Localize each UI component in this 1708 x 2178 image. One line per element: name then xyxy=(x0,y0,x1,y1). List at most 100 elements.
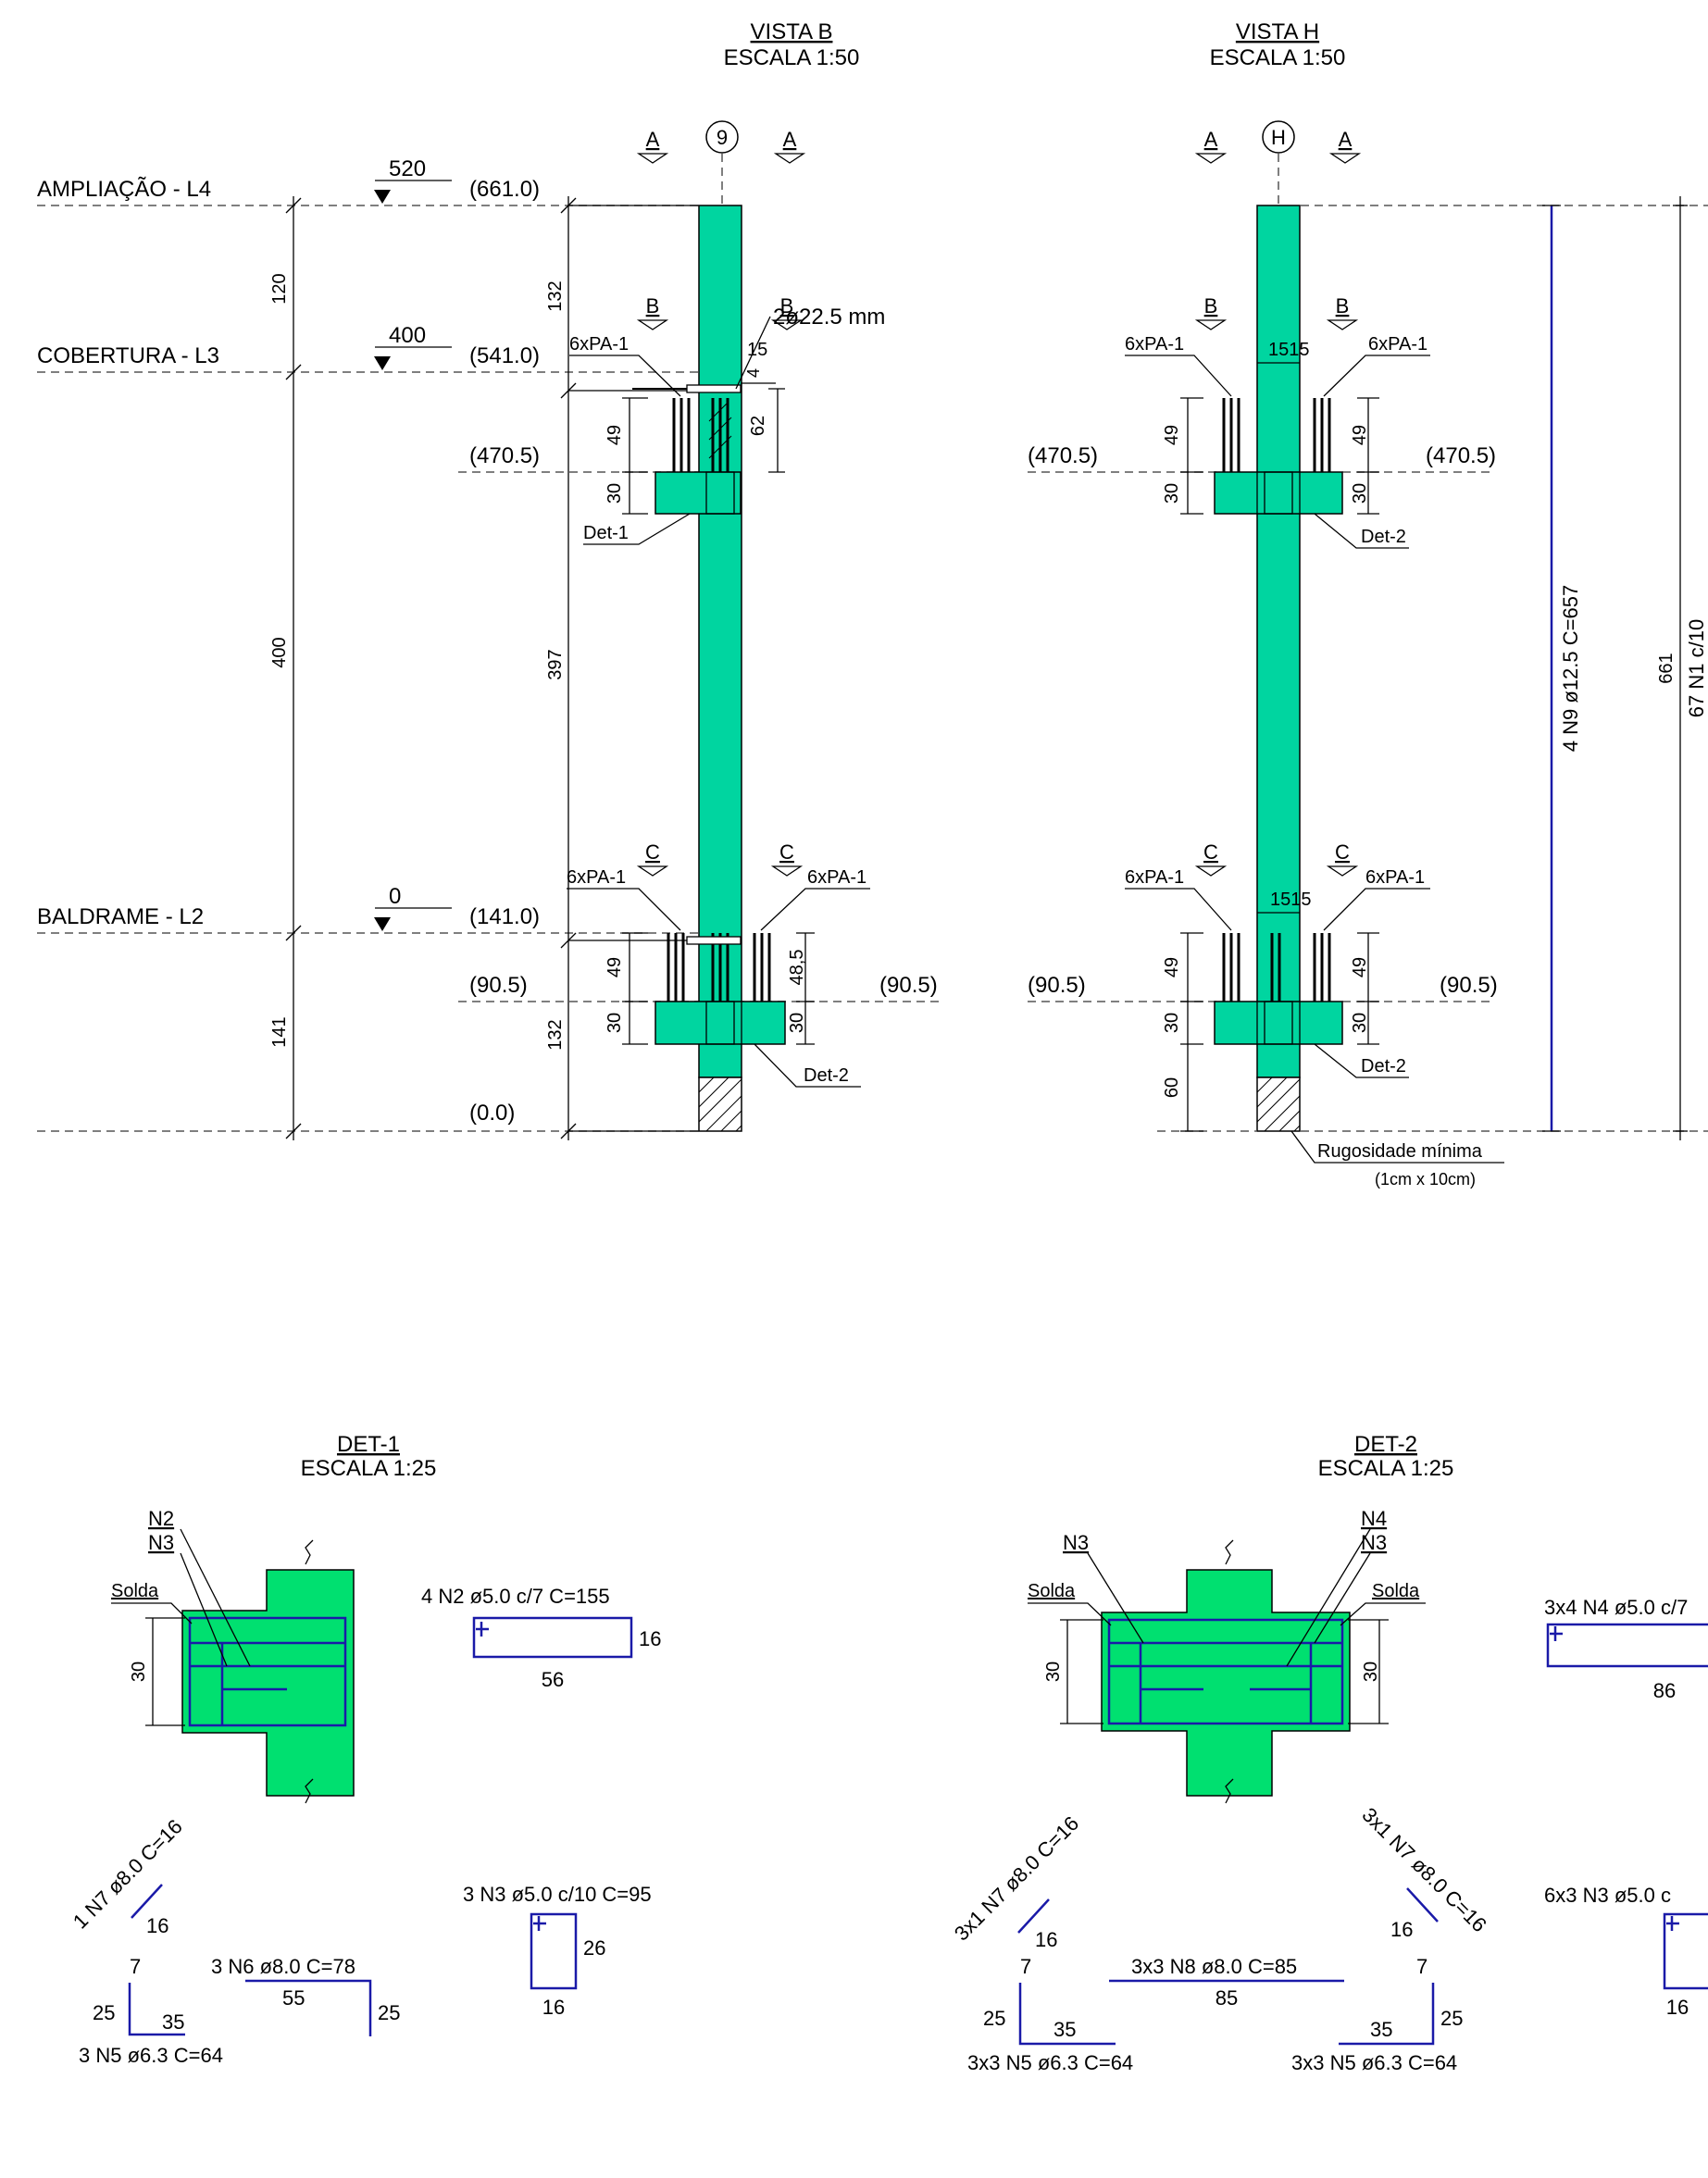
det1-stirrup xyxy=(188,1616,347,1727)
corbel-lower-b xyxy=(655,1001,786,1045)
det1-n6-shape xyxy=(245,1979,372,2036)
det2-n7-shape-right xyxy=(1406,1887,1439,1923)
det2-n7-spec-right: 3x1 N7 ø8.0 C=16 xyxy=(1357,1803,1490,1936)
det1-n5-7: 7 xyxy=(130,1955,141,1978)
det1-scale: ESCALA 1:25 xyxy=(301,1456,437,1481)
dim-141: 141 xyxy=(269,1016,290,1047)
det2-title: DET-2 xyxy=(1354,1432,1417,1457)
axis-bubble-9 xyxy=(705,120,739,154)
dim-49: 49 xyxy=(1350,425,1370,445)
axis-bubble-h xyxy=(1262,120,1295,154)
elev-4705: (470.5) xyxy=(469,443,540,468)
dim-132-top: 132 xyxy=(545,280,566,311)
bolt-callout: 2ø22.5 mm xyxy=(773,305,885,330)
det2-n3-w: 16 xyxy=(1666,1996,1689,2019)
det2-n4: N4 xyxy=(1361,1507,1387,1530)
elev-l3: (541.0) xyxy=(469,343,540,368)
dim-60: 60 xyxy=(1162,1077,1182,1098)
det2-n3-left: N3 xyxy=(1063,1531,1089,1554)
det1-n7-len: 16 xyxy=(146,1914,168,1937)
det2-n5-7-right: 7 xyxy=(1416,1955,1427,1978)
axis-label-h: H xyxy=(1271,126,1286,149)
det2-n7-shape-left xyxy=(1017,1898,1050,1934)
pa1-callout-h-ll: 6xPA-1 xyxy=(1125,867,1184,888)
level-name-l4: AMPLIAÇÃO - L4 xyxy=(37,177,211,202)
dim-30: 30 xyxy=(1162,483,1182,504)
dim-30: 30 xyxy=(1162,1013,1182,1033)
det1-n6-25: 25 xyxy=(378,2001,400,2024)
column-b xyxy=(698,205,742,1078)
det1-n5-25: 25 xyxy=(93,2001,115,2024)
elev-00: (0.0) xyxy=(469,1101,515,1126)
pa1-callout-h-ul: 6xPA-1 xyxy=(1125,334,1184,355)
det2-n7-len-right: 16 xyxy=(1390,1918,1413,1941)
corbel-lower-h xyxy=(1214,1001,1343,1045)
vista-h: VISTA H ESCALA 1:50 H A A (470.5) (470.5… xyxy=(1028,19,1708,1189)
det2-n8-spec: 3x3 N8 ø8.0 C=85 xyxy=(1131,1955,1297,1978)
section-arrow xyxy=(770,319,804,330)
det1-solda: Solda xyxy=(111,1581,159,1601)
dim-120: 120 xyxy=(269,273,290,304)
det1-n2-shape xyxy=(472,1616,633,1659)
level-triangle xyxy=(374,917,391,931)
vista-h-title: VISTA H xyxy=(1236,19,1319,44)
elev-l4: (661.0) xyxy=(469,177,540,202)
section-arrow xyxy=(636,865,669,877)
pa1-callout-lower-left: 6xPA-1 xyxy=(567,867,626,888)
section-c-right: C xyxy=(779,840,794,864)
elev-905-left: (90.5) xyxy=(469,973,528,998)
det1-n2-spec: 4 N2 ø5.0 c/7 C=155 xyxy=(421,1585,610,1608)
bolt-head xyxy=(686,384,742,393)
det1-title: DET-1 xyxy=(337,1432,400,1457)
section-arrow xyxy=(636,153,669,164)
det2-n7-spec-left: 3x1 N7 ø8.0 C=16 xyxy=(950,1811,1083,1945)
det2-n5-spec-right: 3x3 N5 ø6.3 C=64 xyxy=(1291,2051,1457,2074)
det1-n3-h: 26 xyxy=(583,1936,605,1960)
det2-n5-7-left: 7 xyxy=(1020,1955,1031,1978)
dim-49: 49 xyxy=(605,425,625,445)
section-a-left: A xyxy=(646,128,660,151)
det2-n5-35-right: 35 xyxy=(1370,2018,1392,2041)
dim-30: 30 xyxy=(787,1013,807,1033)
dim-400: 400 xyxy=(269,637,290,667)
dim-1515: 1515 xyxy=(1268,340,1310,360)
rebar-n1-label: 67 N1 c/10 xyxy=(1685,619,1708,717)
vista-b: VISTA B ESCALA 1:50 9 A A AMPLIAÇÃO - L4… xyxy=(37,19,944,1140)
dim-1515-lower: 1515 xyxy=(1270,890,1312,910)
det2-solda-right: Solda xyxy=(1372,1581,1420,1601)
det1-n7-shape xyxy=(131,1884,163,1919)
elev-905-h-left: (90.5) xyxy=(1028,973,1086,998)
det1-section xyxy=(181,1569,355,1797)
det2-n5-spec-left: 3x3 N5 ø6.3 C=64 xyxy=(967,2051,1133,2074)
det2-n5-25-left: 25 xyxy=(983,2007,1005,2030)
dim-49: 49 xyxy=(1162,957,1182,977)
pa1-callout-upper: 6xPA-1 xyxy=(569,334,629,355)
det2-n7-len-left: 16 xyxy=(1035,1928,1057,1951)
corbel-upper-h xyxy=(1214,471,1343,515)
vista-h-scale: ESCALA 1:50 xyxy=(1210,45,1346,70)
section-b-left: B xyxy=(646,294,660,317)
det2-n3-shape xyxy=(1663,1912,1708,1990)
det1-n2-w: 56 xyxy=(542,1668,564,1691)
vista-b-scale: ESCALA 1:50 xyxy=(724,45,860,70)
rugosidade-callout: Rugosidade mínima xyxy=(1317,1141,1483,1162)
pa1-callout-lower-right: 6xPA-1 xyxy=(807,867,866,888)
hatch xyxy=(708,402,732,459)
elev-l2: (141.0) xyxy=(469,904,540,929)
anchor-bars-lower-h xyxy=(1222,933,1331,1002)
section-b-left-h: B xyxy=(1204,294,1218,317)
det1-n2-h: 16 xyxy=(639,1627,661,1650)
dim-62-label: 62 xyxy=(748,416,768,436)
section-b-right: B xyxy=(780,294,794,317)
det2-scale: ESCALA 1:25 xyxy=(1318,1456,1454,1481)
level-mark-l4: 520 xyxy=(389,156,426,181)
pa1-callout-h-ur: 6xPA-1 xyxy=(1368,334,1427,355)
elev-4705-h-left: (470.5) xyxy=(1028,443,1098,468)
det1-n5-spec: 3 N5 ø6.3 C=64 xyxy=(79,2044,223,2067)
dim-397: 397 xyxy=(545,649,566,679)
dim-49: 49 xyxy=(1162,425,1182,445)
det2-callout-h-lower: Det-2 xyxy=(1361,1056,1406,1077)
det1-n3-spec: 3 N3 ø5.0 c/10 C=95 xyxy=(463,1883,652,1906)
det2-n4-w: 86 xyxy=(1653,1679,1676,1702)
det1-n3: N3 xyxy=(148,1531,174,1554)
